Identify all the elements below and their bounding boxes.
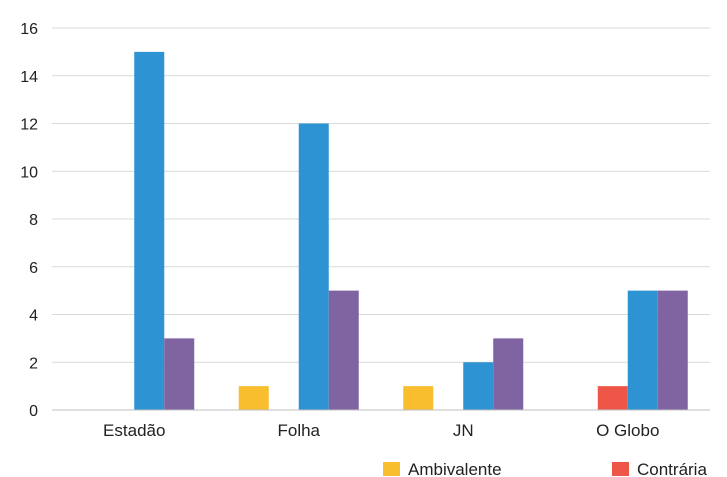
x-axis-tick-labels: Estadão Folha JN O Globo: [103, 421, 659, 440]
x-tick-label: Folha: [277, 421, 320, 440]
y-tick-label: 6: [29, 260, 38, 277]
y-tick-label: 16: [20, 21, 38, 38]
x-tick-label: JN: [453, 421, 474, 440]
bars: [134, 51, 688, 410]
y-tick-label: 10: [20, 164, 38, 181]
y-tick-label: 12: [20, 117, 38, 134]
legend-label: Contrária: [637, 460, 707, 477]
bar: [493, 338, 524, 410]
legend: Ambivalente Contrária: [383, 460, 707, 477]
y-axis-tick-labels: 0 2 4 6 8 10 12 14 16: [20, 21, 38, 420]
bar: [164, 338, 195, 410]
bar: [403, 386, 434, 410]
legend-label: Ambivalente: [408, 460, 502, 477]
y-tick-label: 4: [29, 308, 38, 325]
legend-swatch: [612, 462, 629, 476]
y-tick-label: 8: [29, 212, 38, 229]
bar: [328, 290, 359, 410]
x-tick-label: O Globo: [596, 421, 659, 440]
bar: [298, 123, 329, 410]
bar: [597, 386, 628, 410]
bar: [134, 51, 165, 410]
legend-swatch: [383, 462, 400, 476]
y-tick-label: 0: [29, 403, 38, 420]
bar: [627, 290, 658, 410]
bar: [657, 290, 688, 410]
bar: [238, 386, 269, 410]
y-tick-label: 2: [29, 355, 38, 372]
y-tick-label: 14: [20, 69, 38, 86]
x-tick-label: Estadão: [103, 421, 165, 440]
bar: [463, 362, 494, 410]
